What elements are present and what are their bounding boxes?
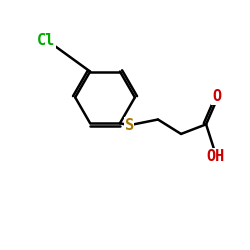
- Text: S: S: [124, 118, 134, 133]
- Text: Cl: Cl: [37, 33, 56, 48]
- Text: O: O: [212, 89, 221, 104]
- Text: OH: OH: [206, 148, 225, 164]
